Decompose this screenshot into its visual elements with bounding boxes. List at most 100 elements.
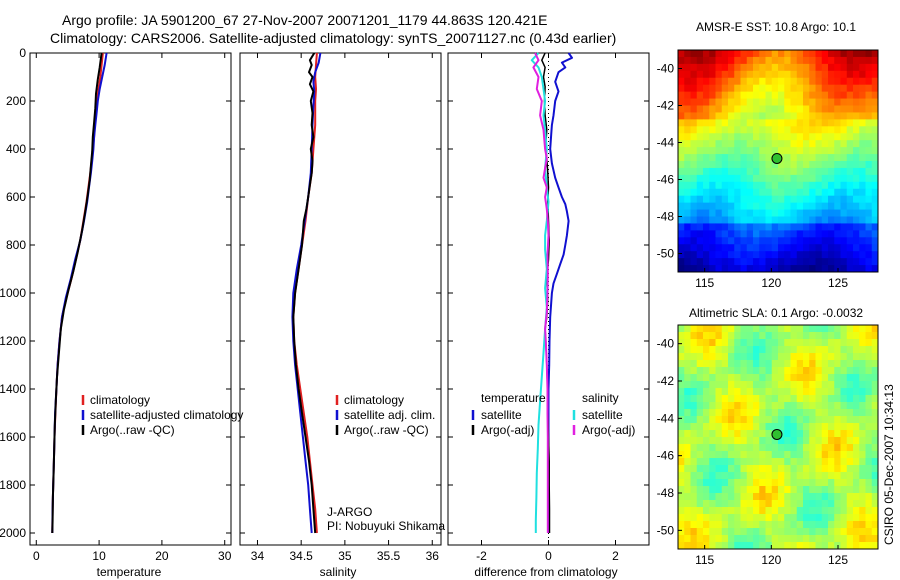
- map-cell: [684, 147, 691, 155]
- map-cell: [678, 105, 685, 113]
- map-cell: [790, 493, 798, 501]
- map-cell: [721, 70, 729, 79]
- map-cell: [690, 486, 698, 494]
- map-cell: [809, 535, 816, 543]
- map-cell: [728, 465, 735, 473]
- map-cell: [684, 105, 691, 113]
- map-cell: [740, 84, 748, 93]
- map-cell: [871, 367, 879, 375]
- map-cell: [803, 56, 810, 65]
- map-cell: [709, 154, 716, 162]
- map-cell: [828, 535, 835, 543]
- salinity-panel-frame: [239, 52, 442, 546]
- map-cell: [771, 140, 779, 148]
- map-cell: [715, 77, 723, 86]
- map-cell: [803, 126, 810, 134]
- map-cell: [703, 486, 710, 494]
- map-cell: [803, 181, 810, 190]
- map-cell: [840, 472, 848, 480]
- map-cell: [765, 230, 773, 238]
- map-cell: [796, 202, 804, 210]
- map-cell: [784, 444, 791, 452]
- map-cell: [815, 70, 823, 79]
- y-tick-label: 1200: [0, 334, 26, 348]
- map-cell: [709, 251, 716, 259]
- map-cell: [859, 444, 866, 452]
- map-cell: [809, 353, 816, 361]
- series-line-argo-raw-qc-: [51, 52, 103, 534]
- map-cell: [796, 216, 804, 224]
- map-cell: [828, 237, 835, 245]
- map-cell: [734, 147, 741, 155]
- map-cell: [871, 514, 879, 522]
- map-cell: [828, 514, 835, 522]
- map-cell: [828, 409, 835, 417]
- map-cell: [815, 91, 823, 99]
- map-cell: [803, 437, 810, 445]
- map-cell: [765, 374, 773, 382]
- map-cell: [678, 521, 685, 529]
- map-cell: [771, 381, 779, 389]
- map-cell: [834, 444, 841, 452]
- map-cell: [753, 507, 760, 515]
- map-cell: [684, 339, 691, 347]
- map-cell: [840, 458, 848, 466]
- map-cell: [690, 237, 698, 245]
- map-cell: [753, 140, 760, 148]
- map-cell: [815, 388, 823, 396]
- map-cell: [721, 174, 729, 183]
- map-cell: [715, 84, 723, 93]
- map-x-tick-label: 125: [828, 276, 848, 290]
- map-cell: [834, 56, 841, 65]
- map-cell: [715, 374, 723, 382]
- map-cell: [703, 230, 710, 238]
- map-cell: [803, 244, 810, 252]
- map-cell: [859, 216, 866, 224]
- map-cell: [815, 528, 823, 536]
- map-cell: [709, 528, 716, 536]
- map-cell: [715, 140, 723, 148]
- map-cell: [696, 500, 704, 508]
- map-cell: [846, 388, 854, 396]
- map-x-tick-label: 115: [695, 553, 714, 567]
- map-cell: [803, 514, 810, 522]
- map-cell: [796, 437, 804, 445]
- temperature-plot-area: 0 10 20 30020040060080010001200140016001800…: [0, 46, 243, 563]
- map-cell: [828, 444, 835, 452]
- x-tick-label: 0: [33, 549, 40, 563]
- map-cell: [771, 56, 779, 65]
- map-cell: [828, 360, 835, 368]
- map-cell: [740, 514, 748, 522]
- map-y-tick-label: -42: [657, 374, 675, 388]
- map-cell: [709, 479, 716, 487]
- map-cell: [859, 188, 866, 197]
- map-cell: [728, 63, 735, 72]
- map-cell: [696, 216, 704, 224]
- map-cell: [846, 230, 854, 238]
- map-cell: [834, 84, 841, 93]
- map-cell: [815, 105, 823, 113]
- map-cell: [684, 63, 691, 72]
- map-cell: [840, 154, 848, 162]
- map-cell: [746, 409, 754, 417]
- map-cell: [696, 381, 704, 389]
- map-cell: [834, 416, 841, 424]
- map-cell: [784, 381, 791, 389]
- map-cell: [678, 244, 685, 252]
- map-cell: [846, 353, 854, 361]
- map-cell: [784, 353, 791, 361]
- map-cell: [678, 112, 685, 120]
- map-cell: [690, 181, 698, 190]
- map-cell: [784, 507, 791, 515]
- map-cell: [684, 521, 691, 529]
- map-cell: [853, 258, 860, 266]
- map-cell: [765, 395, 773, 403]
- map-cell: [684, 202, 691, 210]
- map-y-tick-label: -40: [657, 62, 675, 76]
- map-cell: [803, 479, 810, 487]
- map-cell: [678, 167, 685, 176]
- map-cell: [771, 472, 779, 480]
- map-cell: [753, 147, 760, 155]
- map-cell: [684, 346, 691, 354]
- map-cell: [828, 161, 835, 169]
